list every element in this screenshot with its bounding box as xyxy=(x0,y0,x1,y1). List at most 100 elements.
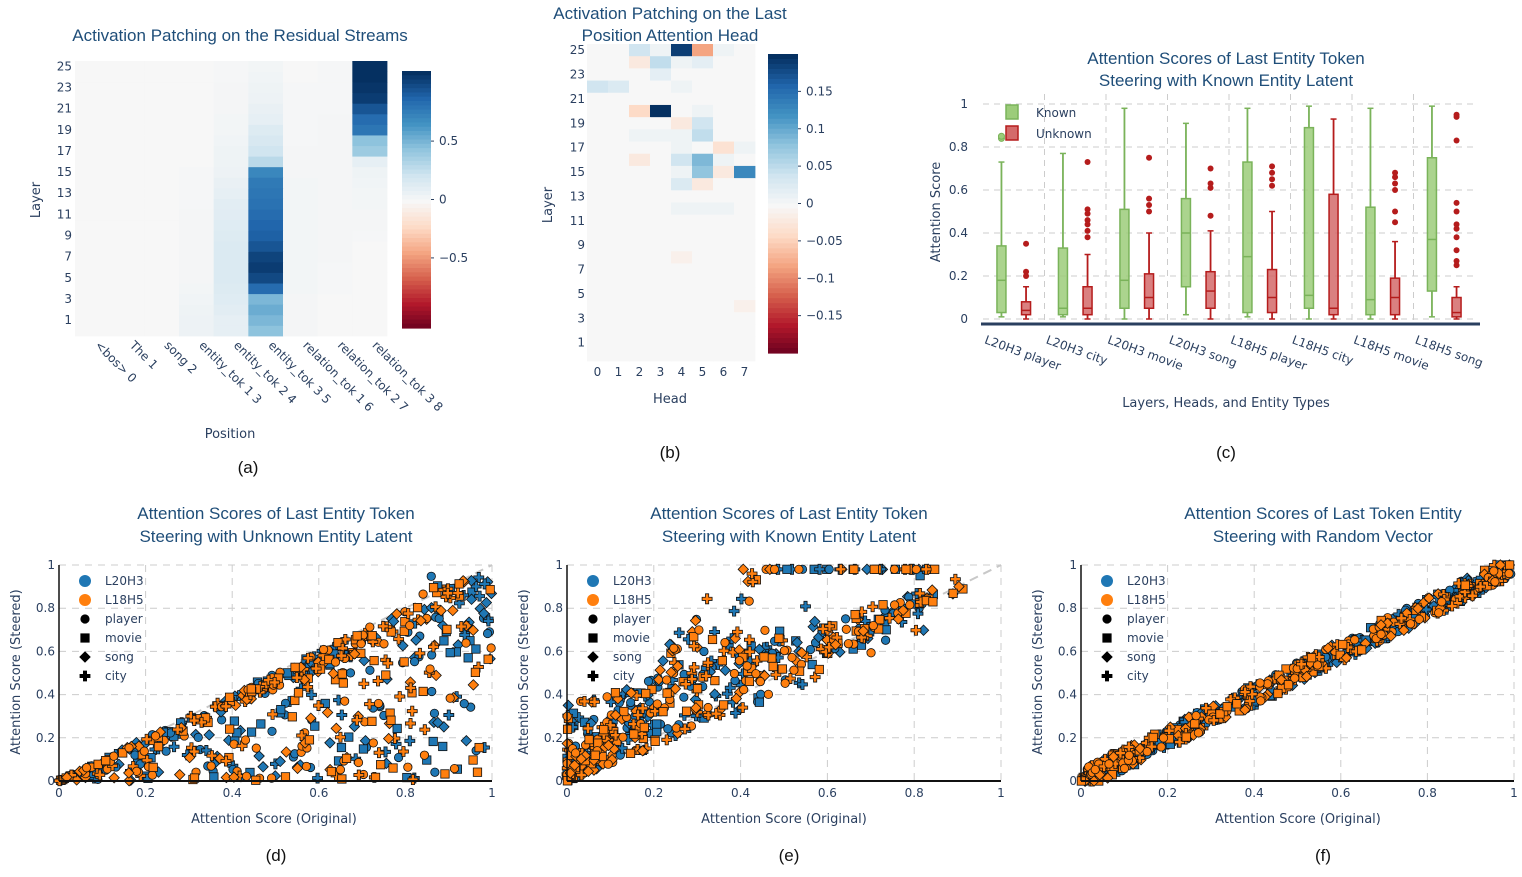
colorbar-b-tick-label: 0.05 xyxy=(806,159,833,173)
data-point xyxy=(452,587,464,599)
data-point xyxy=(590,750,600,760)
x-tick-label: 0.8 xyxy=(396,786,415,800)
outlier-point xyxy=(1207,212,1214,219)
layer-tick: 9 xyxy=(577,238,585,252)
data-point xyxy=(911,564,921,574)
colorbar-b-segment xyxy=(768,328,798,334)
data-point xyxy=(1181,732,1191,742)
heatmap-cell xyxy=(650,80,672,94)
heatmap-cell xyxy=(248,135,284,147)
data-point xyxy=(394,691,406,702)
colorbar-a-segment xyxy=(402,195,431,201)
heatmap-cell xyxy=(692,80,714,94)
colorbar-b-segment xyxy=(768,298,798,304)
data-point xyxy=(368,738,378,748)
data-point xyxy=(699,646,709,657)
heatmap-cell xyxy=(629,287,651,301)
outlier-point xyxy=(1392,187,1399,193)
data-point xyxy=(1193,728,1204,738)
data-point xyxy=(415,614,427,627)
data-point xyxy=(1290,673,1300,683)
data-point xyxy=(746,568,758,580)
heatmap-cell xyxy=(671,56,693,69)
panel-a-ylabel: Layer xyxy=(29,181,44,218)
data-point xyxy=(669,643,679,653)
heatmap-cell xyxy=(650,129,672,142)
data-point xyxy=(621,683,633,696)
data-point xyxy=(657,655,669,667)
heatmap-cell xyxy=(213,92,249,104)
colorbar-b-segment xyxy=(768,58,798,65)
data-point xyxy=(455,621,467,632)
heatmap-cell xyxy=(671,263,693,277)
outlier-point xyxy=(1453,262,1460,269)
colorbar-a-segment xyxy=(402,182,431,188)
layer-tick: 19 xyxy=(57,123,72,137)
legend-marker-song xyxy=(1101,651,1113,663)
data-point xyxy=(330,657,341,667)
colorbar-a-segment xyxy=(402,310,431,316)
data-point xyxy=(290,695,300,706)
colorbar-a-segment xyxy=(402,255,431,261)
colorbar-a-segment xyxy=(402,109,431,115)
data-point xyxy=(857,625,870,637)
data-point xyxy=(356,639,366,649)
box-iqr xyxy=(1242,161,1253,314)
data-point xyxy=(274,755,286,768)
layer-tick: 9 xyxy=(64,229,72,243)
heatmap-cell xyxy=(109,187,145,199)
heatmap-cell xyxy=(75,177,111,189)
data-point xyxy=(468,755,478,765)
panel-d-title-line-1: Attention Scores of Last Entity Token xyxy=(137,504,415,523)
panel-a-residual-heatmap: Activation Patching on the Residual Stre… xyxy=(29,26,468,477)
heatmap-cell xyxy=(317,251,353,263)
data-point xyxy=(203,729,216,741)
legend-marker-l20h3 xyxy=(79,575,91,587)
data-point xyxy=(1454,590,1466,602)
data-point xyxy=(256,719,266,729)
heatmap-cell xyxy=(213,61,249,72)
heatmap-cell xyxy=(692,190,714,203)
heatmap-cell xyxy=(629,92,651,106)
data-point xyxy=(1460,580,1470,590)
heatmap-cell xyxy=(734,202,756,216)
data-point xyxy=(1489,566,1499,576)
data-point xyxy=(304,735,315,745)
heatmap-cell xyxy=(629,153,651,167)
heatmap-cell xyxy=(317,82,353,94)
colorbar-b-segment xyxy=(768,318,798,324)
colorbar-b-segment xyxy=(768,163,798,170)
heatmap-cell xyxy=(587,336,609,350)
heatmap-cell xyxy=(75,240,111,252)
colorbar-b-segment xyxy=(768,108,798,115)
data-point xyxy=(240,735,251,745)
data-point xyxy=(1350,635,1360,645)
colorbar-b-segment xyxy=(768,113,798,120)
data-point xyxy=(419,750,430,760)
panel-f-title-line-1: Attention Scores of Last Token Entity xyxy=(1184,504,1462,523)
data-point xyxy=(327,667,340,680)
data-point xyxy=(823,641,835,653)
data-point xyxy=(1385,630,1397,642)
heatmap-cell xyxy=(109,230,145,242)
data-point xyxy=(253,750,265,762)
colorbar-b-segment xyxy=(768,343,798,349)
data-point xyxy=(443,709,455,721)
heatmap-cell xyxy=(671,92,693,106)
data-point xyxy=(1255,678,1265,688)
data-point xyxy=(330,722,343,735)
x-tick-label: 0.2 xyxy=(644,786,663,800)
x-tick-label: 1 xyxy=(1510,786,1518,800)
colorbar-a-segment xyxy=(402,186,431,192)
colorbar-b-segment xyxy=(768,54,798,60)
heatmap-cell xyxy=(75,82,111,94)
data-point xyxy=(782,564,792,574)
outlier-point xyxy=(1084,227,1091,234)
colorbar-a-segment xyxy=(402,246,431,252)
colorbar-b-segment xyxy=(768,243,798,249)
heatmap-cell xyxy=(179,272,215,284)
colorbar-b-segment xyxy=(768,308,798,314)
heatmap-cell xyxy=(144,156,180,168)
heatmap-cell xyxy=(671,202,693,216)
